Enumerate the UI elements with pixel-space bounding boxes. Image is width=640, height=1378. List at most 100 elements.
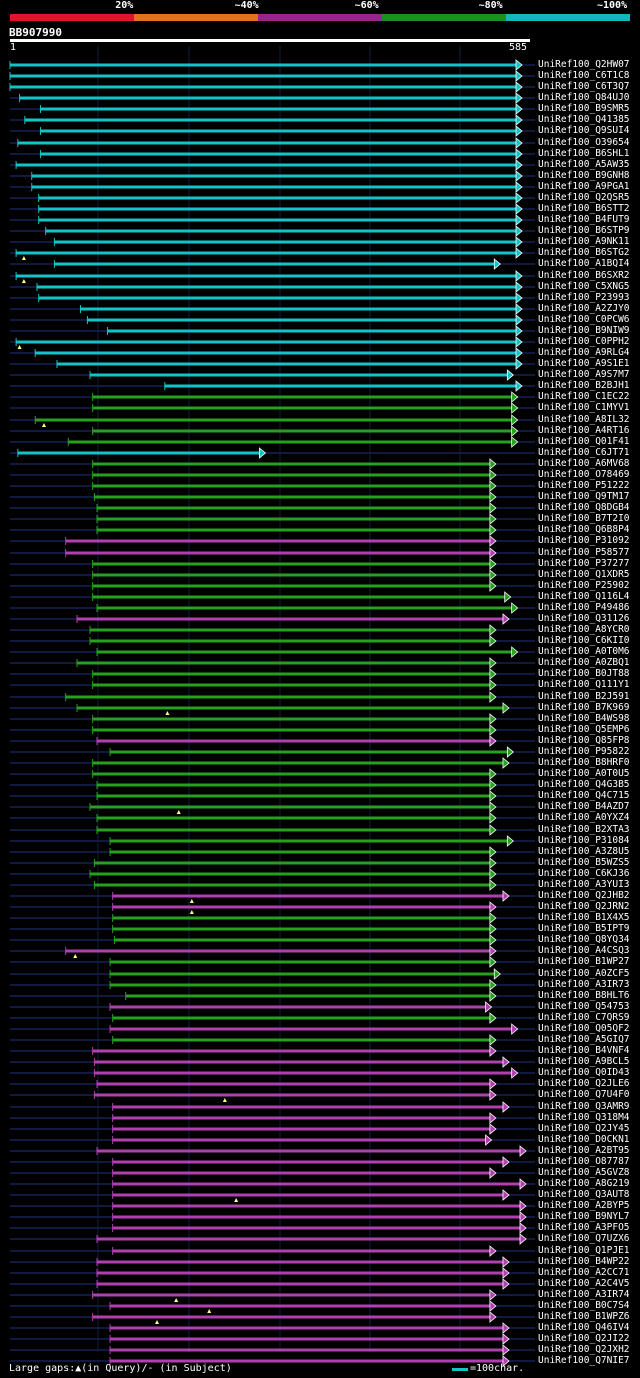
hit-label[interactable]: UniRef100_C6T3Q7 bbox=[538, 81, 630, 92]
hit-label[interactable]: UniRef100_P95822 bbox=[538, 746, 630, 757]
hit-label[interactable]: UniRef100_A3Z8U5 bbox=[538, 846, 630, 857]
hit-label[interactable]: UniRef100_Q116L4 bbox=[538, 591, 630, 602]
hit-label[interactable]: UniRef100_D0CKN1 bbox=[538, 1134, 630, 1145]
hit-label[interactable]: UniRef100_B2BJH1 bbox=[538, 380, 630, 391]
hit-label[interactable]: UniRef100_A5GVZ8 bbox=[538, 1167, 630, 1178]
hit-label[interactable]: UniRef100_Q2JLE6 bbox=[538, 1078, 630, 1089]
hit-label[interactable]: UniRef100_Q4G3B5 bbox=[538, 779, 630, 790]
hit-label[interactable]: UniRef100_A2C4V5 bbox=[538, 1278, 630, 1289]
hit-label[interactable]: UniRef100_A4RT16 bbox=[538, 425, 630, 436]
hit-label[interactable]: UniRef100_P51222 bbox=[538, 480, 630, 491]
hit-label[interactable]: UniRef100_Q318M4 bbox=[538, 1112, 630, 1123]
hit-label[interactable]: UniRef100_A9NK11 bbox=[538, 236, 630, 247]
hit-label[interactable]: UniRef100_B9GNH8 bbox=[538, 170, 630, 181]
hit-label[interactable]: UniRef100_Q7NIE7 bbox=[538, 1355, 630, 1366]
hit-label[interactable]: UniRef100_A3IR73 bbox=[538, 979, 630, 990]
hit-label[interactable]: UniRef100_A3PFO5 bbox=[538, 1222, 630, 1233]
hit-label[interactable]: UniRef100_B4FUT9 bbox=[538, 214, 630, 225]
hit-label[interactable]: UniRef100_Q05QF2 bbox=[538, 1023, 630, 1034]
hit-label[interactable]: UniRef100_B0C7S4 bbox=[538, 1300, 630, 1311]
hit-label[interactable]: UniRef100_A8YCR0 bbox=[538, 624, 630, 635]
hit-label[interactable]: UniRef100_Q84UJ0 bbox=[538, 92, 630, 103]
hit-label[interactable]: UniRef100_A1BQI4 bbox=[538, 258, 630, 269]
hit-label[interactable]: UniRef100_C6KII0 bbox=[538, 635, 630, 646]
hit-label[interactable]: UniRef100_Q3AUT8 bbox=[538, 1189, 630, 1200]
hit-label[interactable]: UniRef100_A2BYP5 bbox=[538, 1200, 630, 1211]
hit-label[interactable]: UniRef100_A9RLG4 bbox=[538, 347, 630, 358]
hit-label[interactable]: UniRef100_Q01F41 bbox=[538, 436, 630, 447]
hit-label[interactable]: UniRef100_A9PGA1 bbox=[538, 181, 630, 192]
hit-label[interactable]: UniRef100_Q2JXH2 bbox=[538, 1344, 630, 1355]
hit-label[interactable]: UniRef100_A6MV68 bbox=[538, 458, 630, 469]
hit-label[interactable]: UniRef100_C1EC22 bbox=[538, 391, 630, 402]
hit-label[interactable]: UniRef100_P23993 bbox=[538, 292, 630, 303]
hit-label[interactable]: UniRef100_B7T2I0 bbox=[538, 513, 630, 524]
hit-label[interactable]: UniRef100_B9NIW9 bbox=[538, 325, 630, 336]
hit-label[interactable]: UniRef100_Q2JRN2 bbox=[538, 901, 630, 912]
hit-label[interactable]: UniRef100_C0PPH2 bbox=[538, 336, 630, 347]
hit-label[interactable]: UniRef100_C5XNG5 bbox=[538, 281, 630, 292]
hit-label[interactable]: UniRef100_P31084 bbox=[538, 835, 630, 846]
hit-label[interactable]: UniRef100_P58577 bbox=[538, 547, 630, 558]
hit-label[interactable]: UniRef100_C6JT71 bbox=[538, 447, 630, 458]
hit-label[interactable]: UniRef100_B9NYL7 bbox=[538, 1211, 630, 1222]
hit-label[interactable]: UniRef100_Q8YQ34 bbox=[538, 934, 630, 945]
hit-label[interactable]: UniRef100_Q3AMR9 bbox=[538, 1101, 630, 1112]
hit-label[interactable]: UniRef100_Q4C715 bbox=[538, 790, 630, 801]
hit-label[interactable]: UniRef100_C7QRS9 bbox=[538, 1012, 630, 1023]
hit-label[interactable]: UniRef100_Q2JY45 bbox=[538, 1123, 630, 1134]
hit-label[interactable]: UniRef100_C0PCW6 bbox=[538, 314, 630, 325]
hit-label[interactable]: UniRef100_P37277 bbox=[538, 558, 630, 569]
hit-label[interactable]: UniRef100_Q7UZX6 bbox=[538, 1233, 630, 1244]
hit-label[interactable]: UniRef100_A2BT95 bbox=[538, 1145, 630, 1156]
hit-label[interactable]: UniRef100_B1X4X5 bbox=[538, 912, 630, 923]
hit-label[interactable]: UniRef100_C6KJ36 bbox=[538, 868, 630, 879]
hit-label[interactable]: UniRef100_Q0ID43 bbox=[538, 1067, 630, 1078]
hit-label[interactable]: UniRef100_Q46IV4 bbox=[538, 1322, 630, 1333]
hit-label[interactable]: UniRef100_B7K969 bbox=[538, 702, 630, 713]
hit-label[interactable]: UniRef100_A3YUI3 bbox=[538, 879, 630, 890]
hit-label[interactable]: UniRef100_B4WS98 bbox=[538, 713, 630, 724]
hit-label[interactable]: UniRef100_B1WP27 bbox=[538, 956, 630, 967]
hit-label[interactable]: UniRef100_A9S1E1 bbox=[538, 358, 630, 369]
hit-label[interactable]: UniRef100_Q41385 bbox=[538, 114, 630, 125]
hit-label[interactable]: UniRef100_B4VNF4 bbox=[538, 1045, 630, 1056]
hit-label[interactable]: UniRef100_C6T1C8 bbox=[538, 70, 630, 81]
hit-label[interactable]: UniRef100_A0T0M6 bbox=[538, 646, 630, 657]
hit-label[interactable]: UniRef100_B6STG2 bbox=[538, 247, 630, 258]
hit-label[interactable]: UniRef100_B8HRF0 bbox=[538, 757, 630, 768]
hit-label[interactable]: UniRef100_B9SMR5 bbox=[538, 103, 630, 114]
hit-label[interactable]: UniRef100_A9BCL5 bbox=[538, 1056, 630, 1067]
hit-label[interactable]: UniRef100_A4CSQ3 bbox=[538, 945, 630, 956]
hit-label[interactable]: UniRef100_A8G219 bbox=[538, 1178, 630, 1189]
hit-label[interactable]: UniRef100_B6STP9 bbox=[538, 225, 630, 236]
hit-label[interactable]: UniRef100_Q85FP8 bbox=[538, 735, 630, 746]
hit-label[interactable]: UniRef100_B6SHL1 bbox=[538, 148, 630, 159]
hit-label[interactable]: UniRef100_Q111Y1 bbox=[538, 679, 630, 690]
hit-label[interactable]: UniRef100_Q5EMP6 bbox=[538, 724, 630, 735]
hit-label[interactable]: UniRef100_A8IL32 bbox=[538, 414, 630, 425]
hit-label[interactable]: UniRef100_B0JT88 bbox=[538, 668, 630, 679]
hit-label[interactable]: UniRef100_Q31126 bbox=[538, 613, 630, 624]
hit-label[interactable]: UniRef100_B5WZS5 bbox=[538, 857, 630, 868]
hit-label[interactable]: UniRef100_Q7U4F0 bbox=[538, 1089, 630, 1100]
hit-label[interactable]: UniRef100_A0T0U5 bbox=[538, 768, 630, 779]
hit-label[interactable]: UniRef100_P31092 bbox=[538, 535, 630, 546]
hit-label[interactable]: UniRef100_Q1XDR5 bbox=[538, 569, 630, 580]
hit-label[interactable]: UniRef100_Q9SUI4 bbox=[538, 125, 630, 136]
hit-label[interactable]: UniRef100_B6STT2 bbox=[538, 203, 630, 214]
hit-label[interactable]: UniRef100_P25902 bbox=[538, 580, 630, 591]
hit-label[interactable]: UniRef100_B4AZD7 bbox=[538, 801, 630, 812]
hit-label[interactable]: UniRef100_Q2JHB2 bbox=[538, 890, 630, 901]
hit-label[interactable]: UniRef100_Q8DGB4 bbox=[538, 502, 630, 513]
hit-label[interactable]: UniRef100_Q1PJE1 bbox=[538, 1245, 630, 1256]
hit-label[interactable]: UniRef100_Q9TM17 bbox=[538, 491, 630, 502]
hit-label[interactable]: UniRef100_B2XTA3 bbox=[538, 824, 630, 835]
hit-label[interactable]: UniRef100_A3IR74 bbox=[538, 1289, 630, 1300]
hit-label[interactable]: UniRef100_A0ZBQ1 bbox=[538, 657, 630, 668]
hit-label[interactable]: UniRef100_O39654 bbox=[538, 137, 630, 148]
hit-label[interactable]: UniRef100_B6SXR2 bbox=[538, 270, 630, 281]
hit-label[interactable]: UniRef100_A0ZCF5 bbox=[538, 968, 630, 979]
hit-label[interactable]: UniRef100_B5IPT9 bbox=[538, 923, 630, 934]
hit-label[interactable]: UniRef100_B8HLT6 bbox=[538, 990, 630, 1001]
